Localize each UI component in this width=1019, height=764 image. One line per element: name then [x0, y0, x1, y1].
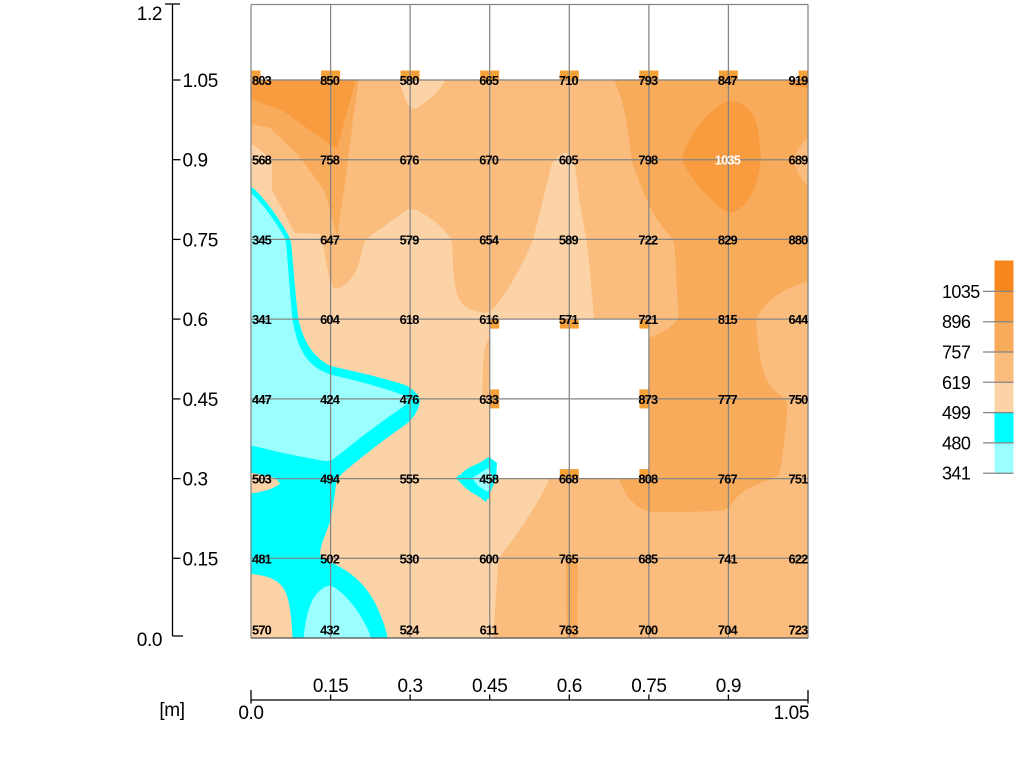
svg-text:647: 647 [320, 232, 340, 247]
svg-text:704: 704 [718, 623, 739, 638]
svg-text:494: 494 [320, 472, 341, 487]
svg-text:808: 808 [638, 472, 658, 487]
svg-text:0.45: 0.45 [472, 676, 507, 697]
svg-text:670: 670 [479, 153, 499, 168]
svg-text:345: 345 [252, 232, 272, 247]
svg-text:741: 741 [718, 551, 738, 566]
svg-text:722: 722 [638, 232, 658, 247]
svg-text:633: 633 [479, 392, 499, 407]
svg-text:721: 721 [638, 312, 658, 327]
svg-text:447: 447 [252, 392, 272, 407]
svg-text:622: 622 [789, 551, 809, 566]
svg-text:499: 499 [942, 403, 971, 423]
svg-text:654: 654 [479, 232, 500, 247]
svg-text:0.6: 0.6 [183, 310, 208, 331]
svg-text:555: 555 [400, 472, 420, 487]
svg-text:0.0: 0.0 [137, 630, 162, 651]
svg-text:341: 341 [942, 464, 971, 484]
svg-text:580: 580 [400, 73, 420, 88]
svg-text:611: 611 [480, 623, 499, 638]
svg-text:480: 480 [942, 433, 971, 453]
svg-text:[m]: [m] [159, 700, 184, 721]
svg-text:757: 757 [942, 343, 971, 363]
svg-text:524: 524 [400, 623, 421, 638]
svg-text:0.75: 0.75 [631, 676, 666, 697]
svg-text:476: 476 [400, 392, 420, 407]
svg-text:432: 432 [320, 623, 340, 638]
svg-text:644: 644 [789, 312, 810, 327]
svg-text:1.05: 1.05 [774, 703, 809, 724]
svg-text:765: 765 [559, 551, 579, 566]
svg-text:873: 873 [638, 392, 658, 407]
svg-text:685: 685 [638, 551, 658, 566]
svg-text:850: 850 [320, 73, 340, 88]
svg-text:0.75: 0.75 [183, 230, 218, 251]
svg-text:793: 793 [638, 73, 658, 88]
svg-text:341: 341 [252, 312, 272, 327]
svg-text:571: 571 [559, 312, 579, 327]
svg-text:616: 616 [479, 312, 499, 327]
svg-text:0.9: 0.9 [183, 151, 208, 172]
svg-text:424: 424 [320, 392, 341, 407]
svg-text:758: 758 [320, 153, 340, 168]
svg-text:689: 689 [789, 153, 809, 168]
svg-text:763: 763 [559, 623, 579, 638]
svg-text:605: 605 [559, 153, 579, 168]
svg-text:815: 815 [718, 312, 738, 327]
svg-text:0.9: 0.9 [716, 676, 741, 697]
svg-text:0.45: 0.45 [183, 390, 218, 411]
svg-text:829: 829 [718, 232, 738, 247]
svg-text:604: 604 [320, 312, 341, 327]
svg-text:803: 803 [252, 73, 272, 88]
svg-text:798: 798 [638, 153, 658, 168]
svg-text:0.15: 0.15 [183, 549, 218, 570]
svg-text:0.6: 0.6 [557, 676, 582, 697]
svg-text:880: 880 [789, 232, 809, 247]
svg-text:0.3: 0.3 [397, 676, 422, 697]
svg-text:1035: 1035 [715, 153, 741, 168]
svg-text:700: 700 [638, 623, 658, 638]
svg-text:665: 665 [479, 73, 499, 88]
svg-text:919: 919 [789, 73, 809, 88]
svg-text:723: 723 [789, 623, 809, 638]
svg-text:502: 502 [320, 551, 340, 566]
svg-text:481: 481 [252, 551, 272, 566]
svg-text:530: 530 [400, 551, 420, 566]
svg-text:676: 676 [400, 153, 420, 168]
svg-text:750: 750 [789, 392, 809, 407]
svg-text:896: 896 [942, 312, 971, 332]
svg-text:458: 458 [479, 472, 499, 487]
svg-text:847: 847 [718, 73, 738, 88]
svg-text:0.3: 0.3 [183, 470, 208, 491]
svg-text:568: 568 [252, 153, 272, 168]
svg-text:618: 618 [400, 312, 420, 327]
svg-text:777: 777 [718, 392, 738, 407]
svg-text:579: 579 [400, 232, 420, 247]
svg-text:710: 710 [559, 73, 579, 88]
svg-text:589: 589 [559, 232, 579, 247]
svg-text:767: 767 [718, 472, 738, 487]
svg-text:570: 570 [252, 623, 272, 638]
svg-text:0.15: 0.15 [313, 676, 348, 697]
svg-text:0.0: 0.0 [238, 703, 263, 724]
svg-text:668: 668 [559, 472, 579, 487]
svg-text:1035: 1035 [942, 282, 980, 302]
svg-text:751: 751 [789, 472, 809, 487]
svg-text:1.05: 1.05 [183, 71, 218, 92]
svg-text:1.2: 1.2 [137, 4, 162, 25]
svg-text:503: 503 [252, 472, 272, 487]
svg-text:600: 600 [479, 551, 499, 566]
svg-text:619: 619 [942, 373, 971, 393]
